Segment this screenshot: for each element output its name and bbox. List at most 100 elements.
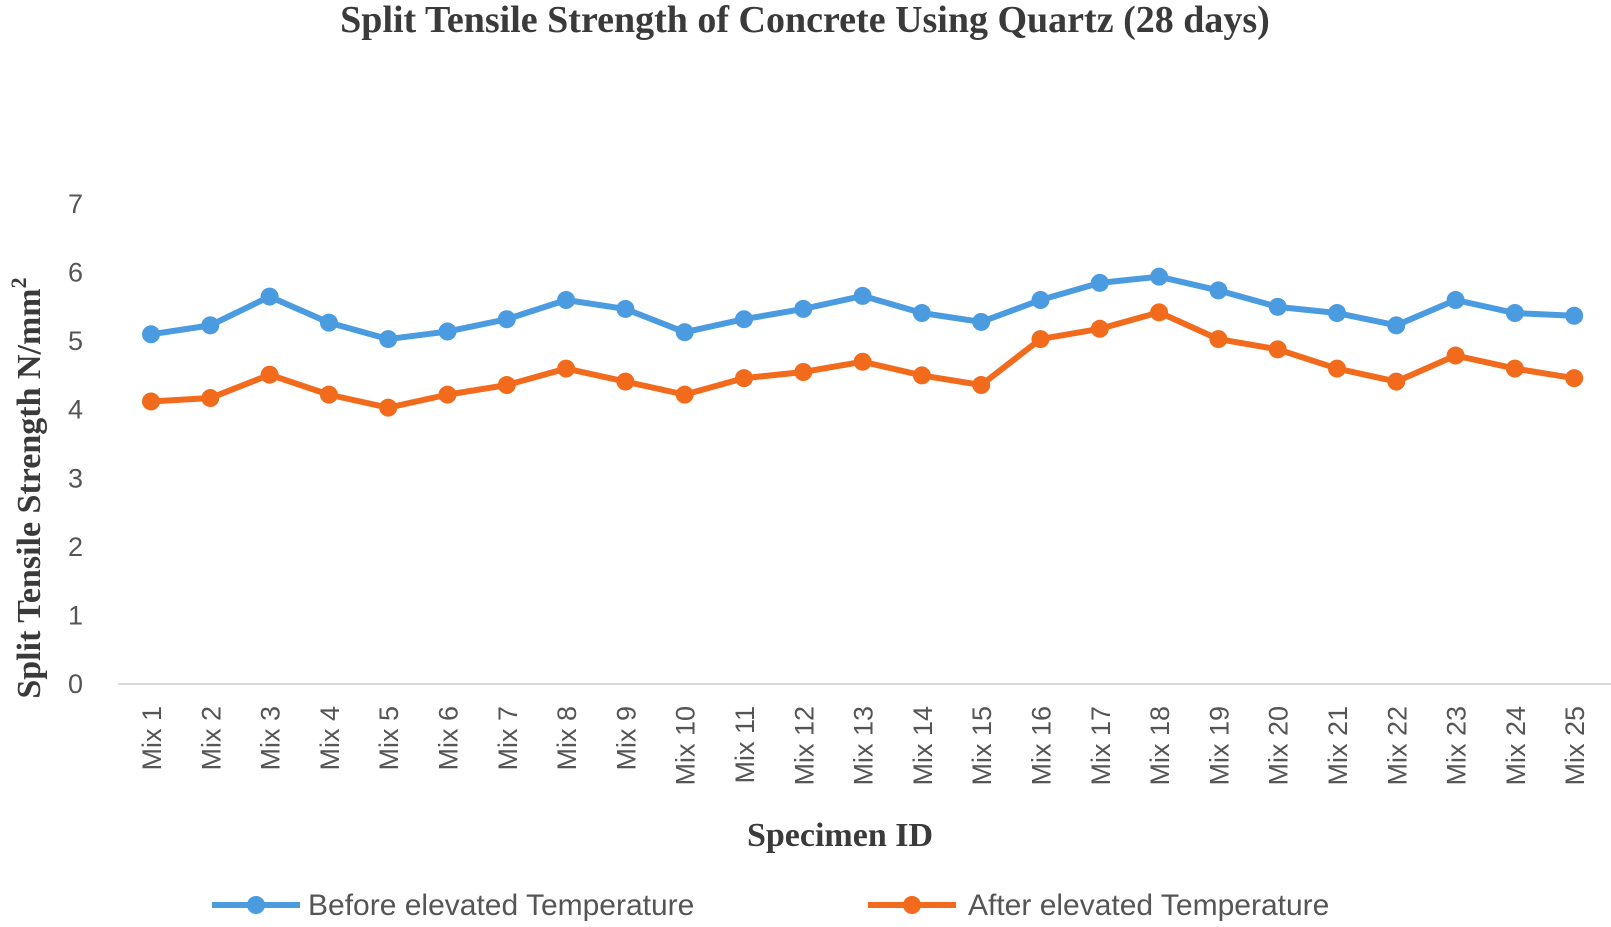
x-axis-title: Specimen ID — [747, 817, 933, 854]
series-layer — [142, 267, 1584, 417]
data-point — [853, 286, 872, 305]
data-point — [735, 369, 753, 388]
data-point — [1268, 297, 1287, 316]
legend-swatch-marker — [247, 896, 265, 914]
x-tick-label: Mix 9 — [611, 706, 641, 771]
data-point — [142, 325, 160, 344]
data-point — [142, 392, 160, 411]
data-point — [1505, 304, 1524, 323]
y-tick-label: 7 — [68, 189, 83, 219]
data-point — [1328, 304, 1346, 323]
x-tick-labels: Mix 1 Mix 2 Mix 3 Mix 4 Mix 5 Mix 6 Mix 7 Mix 8… — [137, 706, 1590, 786]
series-2 — [142, 303, 1584, 417]
data-point — [379, 330, 398, 349]
y-tick-label: 0 — [68, 669, 83, 699]
data-point — [497, 310, 516, 329]
chart-title: Split Tensile Strength of Concrete Using… — [340, 0, 1270, 41]
data-point — [260, 287, 279, 306]
x-tick-label: Mix 4 — [315, 706, 345, 771]
x-tick-label: Mix 22 — [1382, 706, 1412, 786]
x-tick-label: Mix 25 — [1560, 706, 1590, 786]
data-point — [1565, 369, 1584, 388]
data-point — [1090, 273, 1109, 292]
legend-label: After elevated Temperature — [968, 889, 1329, 922]
data-point — [912, 304, 931, 323]
x-tick-label: Mix 24 — [1501, 706, 1531, 786]
y-axis-title: Split Tensile Strength N/mm2 — [6, 277, 48, 698]
data-point — [853, 352, 872, 371]
x-tick-label: Mix 1 — [137, 706, 167, 771]
data-point — [557, 359, 576, 378]
x-tick-label: Mix 2 — [196, 706, 226, 771]
legend-swatch-marker — [903, 896, 921, 914]
data-point — [972, 376, 991, 395]
x-tick-label: Mix 23 — [1442, 706, 1472, 786]
data-point — [557, 291, 576, 309]
x-tick-label: Mix 7 — [493, 706, 523, 771]
data-point — [1505, 359, 1524, 378]
series-1 — [142, 267, 1584, 349]
data-point — [319, 385, 338, 404]
y-tick-label: 2 — [68, 532, 83, 562]
data-point — [438, 385, 457, 404]
y-tick-label: 5 — [68, 326, 83, 356]
data-point — [1209, 330, 1228, 349]
data-point — [794, 363, 813, 381]
y-tick-label: 6 — [68, 258, 83, 288]
data-point — [675, 385, 694, 404]
data-point — [972, 312, 991, 331]
x-tick-label: Mix 6 — [434, 706, 464, 771]
x-tick-label: Mix 17 — [1086, 706, 1116, 786]
legend-label: Before elevated Temperature — [308, 889, 694, 922]
data-point — [1031, 291, 1050, 309]
series-line — [148, 273, 1578, 343]
data-point — [497, 376, 516, 395]
y-axis-title-main: Split Tensile Strength N/mm — [11, 288, 48, 698]
data-point — [201, 389, 220, 408]
data-point — [616, 299, 635, 318]
data-point — [1209, 281, 1228, 300]
x-tick-label: Mix 13 — [849, 706, 879, 786]
data-point — [1328, 359, 1346, 378]
x-tick-label: Mix 12 — [789, 706, 819, 786]
x-tick-label: Mix 5 — [374, 706, 404, 771]
data-point — [616, 372, 635, 391]
y-tick-labels: 0 1 2 3 4 5 6 7 — [68, 189, 83, 699]
data-point — [438, 322, 457, 341]
legend-item: After elevated Temperature — [868, 889, 1329, 922]
data-point — [794, 299, 813, 318]
x-tick-label: Mix 21 — [1323, 706, 1353, 786]
x-tick-label: Mix 10 — [671, 706, 701, 786]
x-tick-label: Mix 20 — [1264, 706, 1294, 786]
data-point — [1565, 306, 1584, 325]
y-tick-label: 4 — [68, 395, 83, 425]
x-tick-label: Mix 16 — [1027, 706, 1057, 786]
data-point — [379, 398, 398, 417]
data-point — [1090, 319, 1109, 338]
x-tick-label: Mix 18 — [1145, 706, 1175, 786]
data-point — [1387, 372, 1406, 391]
x-tick-label: Mix 14 — [908, 706, 938, 786]
x-tick-label: Mix 15 — [967, 706, 997, 786]
data-point — [735, 310, 753, 329]
data-point — [1387, 316, 1406, 335]
x-tick-label: Mix 8 — [552, 706, 582, 771]
data-point — [319, 313, 338, 332]
y-tick-label: 1 — [68, 600, 83, 630]
data-point — [1268, 340, 1287, 359]
legend-item: Before elevated Temperature — [212, 889, 694, 922]
y-tick-label: 3 — [68, 463, 83, 493]
data-point — [1150, 267, 1169, 286]
data-point — [1031, 330, 1050, 349]
x-tick-label: Mix 19 — [1204, 706, 1234, 786]
data-point — [1446, 291, 1465, 309]
data-point — [675, 323, 694, 342]
data-point — [912, 366, 931, 385]
data-point — [260, 365, 279, 384]
legend: Before elevated Temperature After elevate… — [212, 889, 1329, 922]
y-axis-title-sup: 2 — [6, 277, 31, 288]
x-tick-label: Mix 11 — [730, 706, 760, 784]
data-point — [201, 316, 220, 335]
data-point — [1150, 303, 1169, 322]
